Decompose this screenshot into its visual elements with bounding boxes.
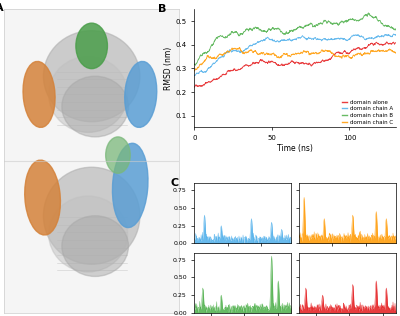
domain chain B xyxy=(196,57,201,61)
Ellipse shape xyxy=(76,23,108,69)
domain chain A xyxy=(394,33,398,37)
Ellipse shape xyxy=(44,31,140,122)
domain chain B xyxy=(394,27,398,30)
domain chain C xyxy=(317,51,322,55)
Y-axis label: RMSD (nm): RMSD (nm) xyxy=(164,47,173,90)
domain chain B xyxy=(372,15,377,19)
domain chain B xyxy=(282,32,287,35)
Ellipse shape xyxy=(23,61,55,127)
domain alone xyxy=(192,85,197,89)
Text: A: A xyxy=(0,3,4,13)
domain chain B xyxy=(366,11,371,15)
domain chain A xyxy=(194,72,198,76)
domain chain A xyxy=(196,71,201,75)
domain alone xyxy=(372,42,377,46)
Ellipse shape xyxy=(62,76,128,137)
X-axis label: Time (ns): Time (ns) xyxy=(277,144,313,153)
domain chain A xyxy=(391,32,396,36)
domain chain C xyxy=(394,51,398,55)
Ellipse shape xyxy=(112,143,148,228)
Ellipse shape xyxy=(44,167,140,264)
domain chain A xyxy=(282,38,287,42)
Legend: domain alone, domain chain A, domain chain B, domain chain C: domain alone, domain chain A, domain cha… xyxy=(342,100,393,125)
Ellipse shape xyxy=(62,216,128,276)
domain alone xyxy=(194,83,198,87)
domain chain B xyxy=(317,22,322,26)
domain alone xyxy=(196,84,201,88)
domain chain B xyxy=(194,62,198,66)
domain chain C xyxy=(196,65,201,69)
domain chain C xyxy=(307,53,312,57)
domain chain B xyxy=(192,63,197,66)
domain chain A xyxy=(192,74,197,78)
Line: domain chain A: domain chain A xyxy=(194,34,396,76)
Text: B: B xyxy=(158,3,166,14)
Ellipse shape xyxy=(25,160,60,235)
domain alone xyxy=(384,40,389,44)
domain chain B xyxy=(193,63,198,67)
domain chain A xyxy=(317,38,322,42)
domain alone xyxy=(282,63,287,67)
Line: domain chain C: domain chain C xyxy=(194,47,396,71)
domain chain C xyxy=(282,52,287,56)
Line: domain alone: domain alone xyxy=(194,42,396,87)
domain alone xyxy=(317,61,322,64)
domain chain C xyxy=(372,49,377,53)
domain chain A xyxy=(307,36,312,40)
domain chain A xyxy=(372,36,377,40)
domain alone xyxy=(307,61,312,65)
Ellipse shape xyxy=(106,137,130,173)
Line: domain chain B: domain chain B xyxy=(194,13,396,65)
domain chain C xyxy=(194,68,198,71)
Text: C: C xyxy=(170,178,178,188)
Ellipse shape xyxy=(49,57,128,132)
domain alone xyxy=(394,41,398,45)
Ellipse shape xyxy=(49,196,128,272)
Ellipse shape xyxy=(125,61,157,127)
domain chain C xyxy=(237,46,242,49)
domain chain B xyxy=(307,22,312,26)
domain chain C xyxy=(192,69,197,73)
